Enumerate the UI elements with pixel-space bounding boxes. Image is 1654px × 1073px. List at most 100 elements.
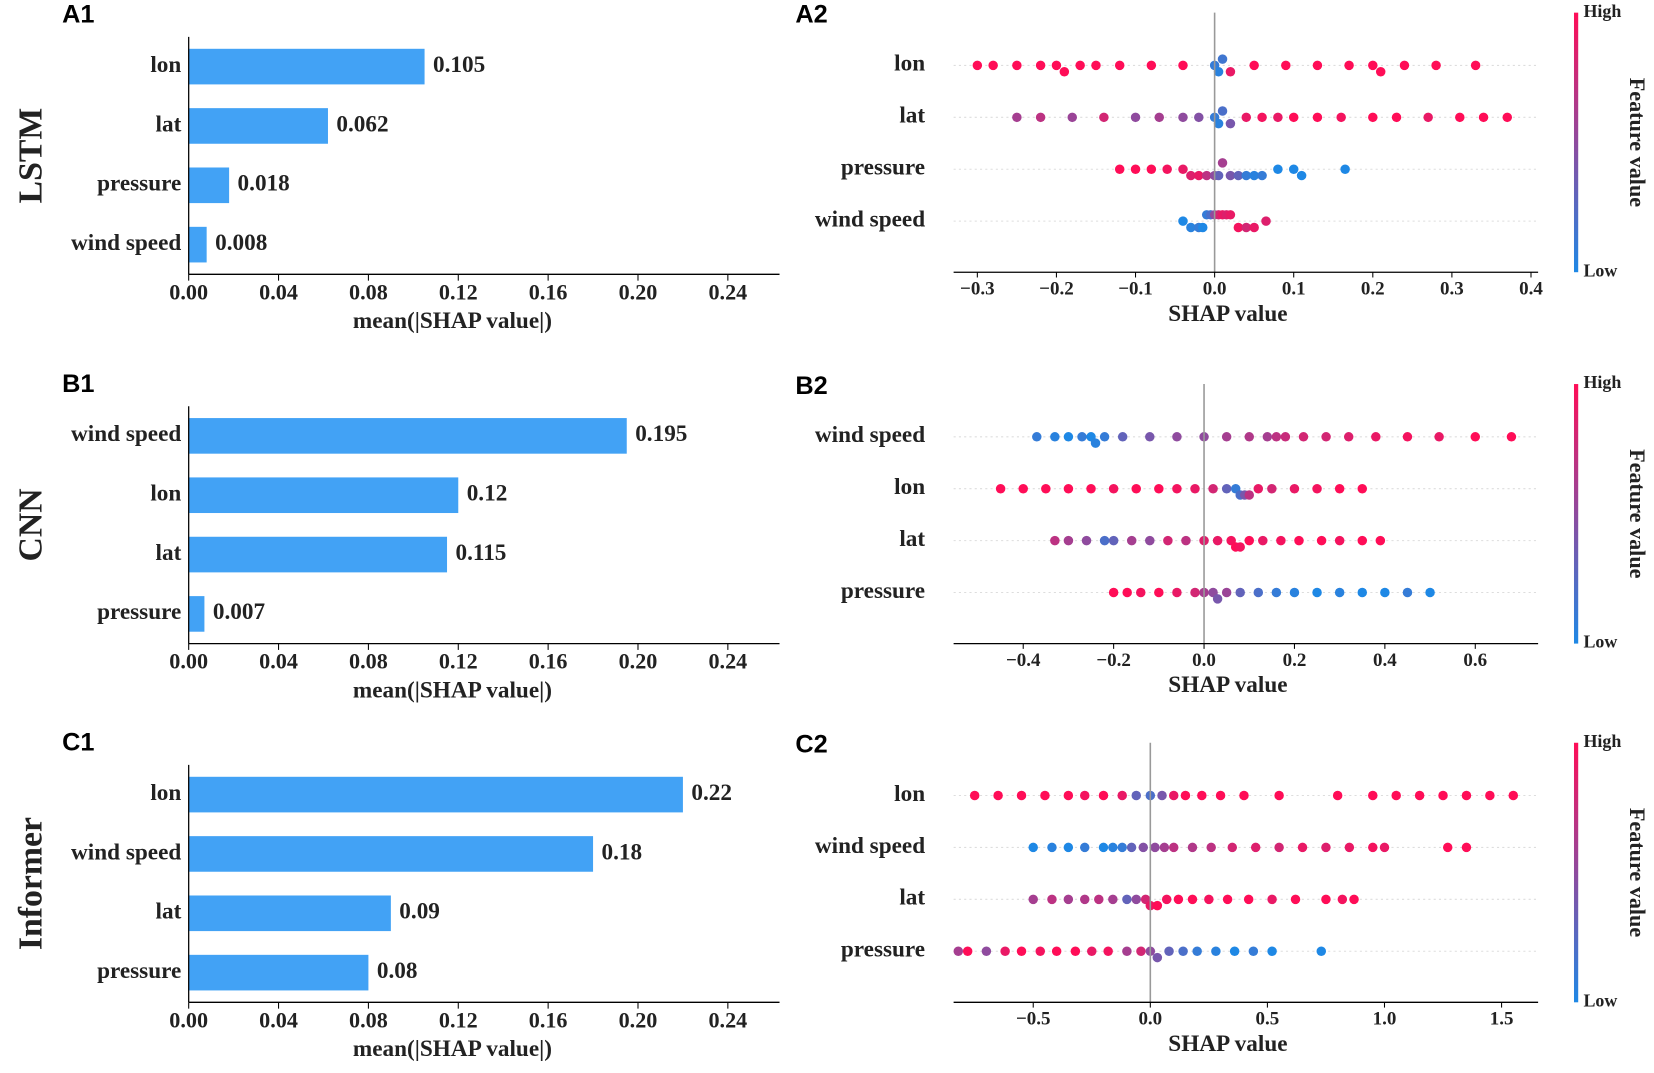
shap-point [1225, 118, 1236, 129]
shap-point [962, 946, 973, 956]
x-tick-label: −0.5 [1016, 1009, 1051, 1030]
shap-point [1502, 112, 1513, 123]
shap-point [1131, 483, 1141, 494]
shap-point [1079, 790, 1090, 801]
colorbar-label: Feature value [1625, 449, 1650, 579]
bar [188, 226, 207, 263]
shap-point [1261, 216, 1271, 226]
category-label: lon [150, 481, 181, 507]
x-tick-label: 0.04 [259, 649, 298, 674]
shap-point [1117, 432, 1128, 442]
shap-point [1157, 790, 1167, 801]
shap-point [1035, 112, 1046, 123]
colorbar-label: Feature value [1625, 78, 1650, 208]
x-tick-label: 0.5 [1256, 1009, 1280, 1030]
shap-point [1138, 842, 1149, 853]
shap-point [1244, 535, 1254, 546]
shap-point [1312, 483, 1322, 494]
shap-point [1402, 432, 1413, 442]
shap-point [1217, 158, 1228, 168]
shap-point [1032, 432, 1042, 442]
x-tick-label: 0.00 [169, 649, 208, 674]
value-label: 0.007 [213, 599, 266, 625]
colorbar-low: Low [1583, 260, 1617, 280]
shap-point [1257, 112, 1267, 123]
shap-point [1136, 946, 1146, 956]
shap-point [1079, 894, 1090, 905]
shap-point [1192, 946, 1202, 956]
row-label: LSTM [12, 108, 49, 204]
shap-point [1321, 432, 1331, 442]
shap-point [1241, 112, 1252, 123]
shap-point [1375, 535, 1386, 546]
shap-point [1059, 66, 1070, 77]
shap-point [1081, 535, 1092, 546]
shap-point [1178, 946, 1188, 956]
feature-label: lon [894, 474, 925, 500]
shap-point [1178, 164, 1188, 174]
shap-point [1273, 112, 1283, 123]
shap-point [1289, 587, 1300, 598]
shap-point [1162, 164, 1172, 174]
shap-point [1063, 535, 1074, 546]
feature-label: pressure [841, 937, 925, 963]
shap-point [1190, 483, 1200, 494]
shap-point [1154, 112, 1165, 123]
value-label: 0.18 [602, 839, 643, 865]
shap-point [969, 790, 980, 801]
shap-point [1136, 587, 1146, 598]
shap-point [1000, 946, 1010, 956]
shap-point [1402, 587, 1413, 598]
shap-point [1297, 842, 1308, 853]
shap-point [1161, 894, 1172, 905]
shap-point [1349, 894, 1359, 905]
shap-point [1108, 535, 1119, 546]
shap-point [1201, 170, 1212, 181]
x-tick-label: −0.2 [1039, 279, 1074, 300]
shap-point [1391, 790, 1401, 801]
shap-point [1312, 60, 1323, 71]
value-label: 0.22 [691, 780, 732, 806]
shap-point [1028, 842, 1038, 853]
shap-point [1316, 946, 1327, 956]
shap-point [1206, 842, 1216, 853]
shap-point [1086, 483, 1096, 494]
shap-point [1276, 535, 1286, 546]
x-tick-label: 0.4 [1373, 650, 1397, 671]
shap-point [1243, 894, 1254, 905]
shap-point [1018, 483, 1028, 494]
bar [188, 418, 627, 454]
shap-point [1172, 587, 1182, 598]
shap-point [1041, 483, 1051, 494]
shap-point [1122, 946, 1132, 956]
x-tick-label: 0.0 [1192, 650, 1216, 671]
shap-point [1215, 790, 1226, 801]
shap-point [1244, 432, 1254, 442]
shap-point [1508, 790, 1519, 801]
shap-point [1506, 432, 1517, 442]
value-label: 0.062 [336, 111, 388, 137]
feature-label: pressure [841, 578, 925, 604]
shap-point [1154, 587, 1164, 598]
shap-point [1012, 60, 1022, 71]
shap-point [1249, 60, 1259, 71]
panel-label: A2 [795, 1, 827, 29]
shap-point [1154, 483, 1164, 494]
x-axis-label: mean(|SHAP value|) [353, 1036, 552, 1062]
feature-label: lat [899, 103, 925, 129]
shap-point [1357, 587, 1368, 598]
shap-point [953, 946, 964, 956]
feature-label: wind speed [815, 422, 925, 448]
x-tick-label: 0.16 [529, 1007, 568, 1032]
colorbar-label: Feature value [1625, 808, 1650, 938]
x-tick-label: 0.16 [529, 279, 568, 304]
shap-point [1079, 842, 1090, 853]
category-label: lon [150, 52, 181, 78]
shap-point [1225, 170, 1236, 181]
shap-point [1094, 894, 1104, 905]
shap-point [1122, 894, 1132, 905]
shap-point [1379, 842, 1390, 853]
shap-point [1425, 587, 1435, 598]
shap-point [1455, 112, 1465, 123]
x-tick-label: 0.08 [349, 279, 388, 304]
